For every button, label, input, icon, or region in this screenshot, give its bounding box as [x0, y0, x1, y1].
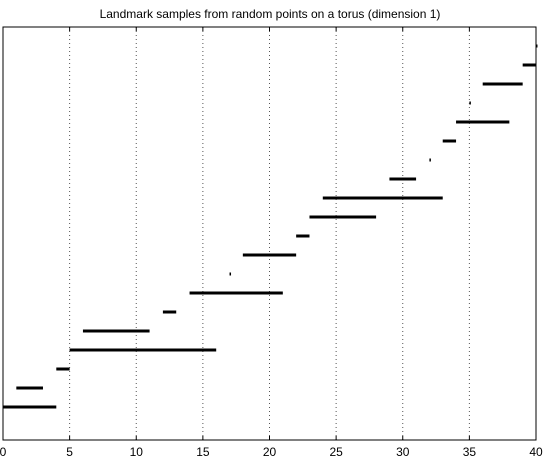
- x-gridlines: [69, 27, 470, 440]
- x-tick-label: 10: [130, 445, 144, 459]
- plot-frame: [2, 26, 537, 441]
- chart-title: Landmark samples from random points on a…: [100, 7, 441, 21]
- interval-bars: [3, 44, 538, 409]
- x-tick-label: 30: [396, 445, 410, 459]
- x-tick-label: 0: [0, 445, 7, 459]
- x-tick-label: 25: [329, 445, 343, 459]
- x-axis-ticks: [2, 27, 537, 440]
- x-tick-label: 40: [529, 445, 543, 459]
- x-tick-label: 15: [196, 445, 210, 459]
- x-tick-label: 5: [66, 445, 73, 459]
- x-tick-label: 35: [463, 445, 477, 459]
- x-axis-tick-labels: 0 5 10 15 20 25 30 35 40: [0, 445, 543, 459]
- x-tick-label: 20: [263, 445, 277, 459]
